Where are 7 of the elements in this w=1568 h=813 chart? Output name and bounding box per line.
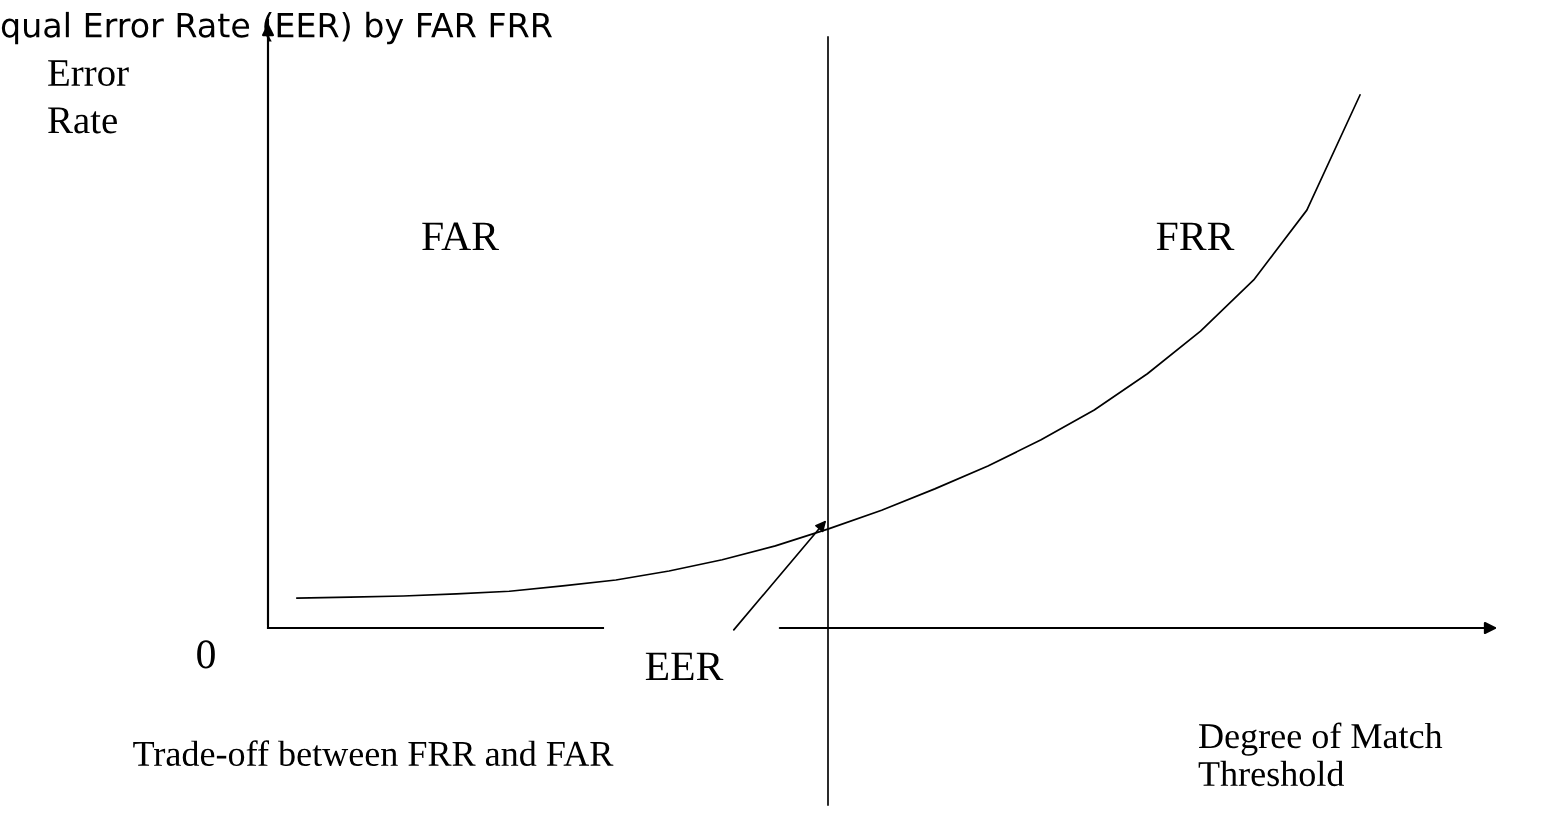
- text: EER: [645, 652, 724, 681]
- text: Trade-off between FRR and FAR: [133, 740, 614, 767]
- y-axis-title: Error Rate: [48, 60, 129, 134]
- x-axis-title: Degree of Match Threshold: [1198, 722, 1443, 787]
- text: 0: [197, 640, 215, 669]
- annotation: FAR: [422, 222, 499, 251]
- annotation: FRR: [1156, 222, 1235, 251]
